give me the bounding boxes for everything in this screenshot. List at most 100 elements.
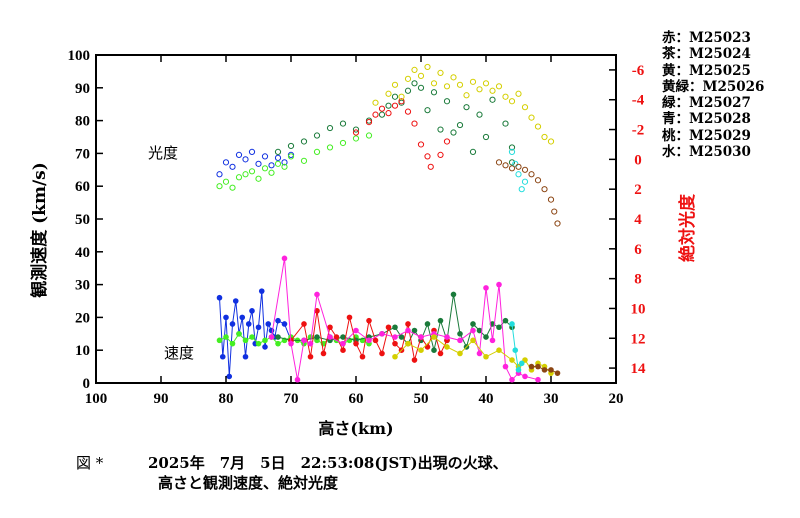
brightness-point-M25027 <box>404 87 412 94</box>
speed-point-M25026 <box>242 337 249 344</box>
speed-point-M25026 <box>275 340 281 347</box>
speed-point-M25027 <box>470 321 476 327</box>
y2-tick-label: 6 <box>634 242 642 258</box>
speed-point-M25025 <box>509 357 515 363</box>
brightness-point-M25023 <box>352 129 360 136</box>
speed-point-M25024 <box>541 367 548 373</box>
speed-point-M25024 <box>548 367 554 373</box>
brightness-point-M25025 <box>463 92 470 99</box>
brightness-point-M25025 <box>385 90 392 97</box>
brightness-point-M25024 <box>554 220 561 227</box>
brightness-point-M25023 <box>411 120 418 127</box>
y2-tick-label: 10 <box>631 301 646 317</box>
y-tick-label: 0 <box>83 376 91 392</box>
brightness-point-M25027 <box>274 148 282 156</box>
brightness-point-M25025 <box>528 114 535 121</box>
brightness-point-M25025 <box>398 93 405 100</box>
y-tick-label: 80 <box>75 114 90 130</box>
x-tick-label: 20 <box>609 391 624 407</box>
speed-point-M25023 <box>405 321 411 327</box>
speed-point-M25029 <box>294 376 301 383</box>
brightness-point-M25024 <box>528 171 535 178</box>
speed-point-M25028 <box>268 327 275 334</box>
brightness-point-M25026 <box>352 135 360 142</box>
speed-point-M25025 <box>392 353 398 360</box>
y2-tick-label: 8 <box>634 272 642 288</box>
speed-point-M25025 <box>470 337 476 344</box>
y2-tick-label: 4 <box>634 212 642 228</box>
brightness-point-M25024 <box>495 159 503 166</box>
speed-line-M25029 <box>271 258 539 381</box>
brightness-point-M25026 <box>268 169 275 176</box>
brightness-point-M25023 <box>443 138 451 145</box>
legend: 赤：M25023 茶：M25024 黄：M25025 黄緑：M25026 緑：M… <box>662 30 764 160</box>
brightness-point-M25024 <box>521 166 529 173</box>
speed-point-M25029 <box>366 337 372 344</box>
brightness-point-M25025 <box>521 104 529 111</box>
brightness-annotation: 光度 <box>148 144 178 162</box>
speed-point-M25029 <box>281 255 288 262</box>
brightness-point-M25026 <box>287 153 295 160</box>
speed-point-M25024 <box>535 363 541 370</box>
brightness-point-M25027 <box>300 138 308 145</box>
speed-point-M25029 <box>509 376 515 383</box>
speed-point-M25023 <box>353 340 359 347</box>
brightness-point-M25027 <box>489 96 496 103</box>
speed-point-M25027 <box>411 327 418 334</box>
speed-point-M25023 <box>333 334 340 340</box>
axes: 100 90 80 70 60 50 40 30 20010203040506070809010… <box>68 48 647 407</box>
x-tick-label: 60 <box>349 391 364 407</box>
speed-point-M25027 <box>496 324 502 331</box>
brightness-point-M25025 <box>437 69 444 76</box>
y-axis-label: 観測速度 (km/s) <box>29 162 50 298</box>
brightness-point-M25028 <box>268 162 275 169</box>
x-tick-label: 100 <box>85 391 108 407</box>
brightness-point-M25023 <box>437 151 444 158</box>
speed-point-M25023 <box>372 337 379 344</box>
brightness-point-M25025 <box>391 81 399 88</box>
speed-point-M25027 <box>450 291 457 298</box>
legend-item: 茶：M25024 <box>662 46 751 63</box>
speed-point-M25023 <box>301 321 307 327</box>
speed-point-M25023 <box>307 353 314 360</box>
brightness-point-M25027 <box>469 148 477 156</box>
brightness-point-M25023 <box>365 118 373 126</box>
brightness-point-M25026 <box>235 174 243 181</box>
brightness-point-M25023 <box>417 141 425 148</box>
brightness-point-M25027 <box>508 144 516 151</box>
legend-item: 青：M25028 <box>662 111 751 128</box>
y-tick-label: 30 <box>75 278 90 294</box>
speed-point-M25029 <box>489 337 496 344</box>
brightness-point-M25027 <box>411 80 418 87</box>
speed-point-M25023 <box>340 347 346 354</box>
caption-date: 2025年 7月 5日 22:53:08(JST)出現の火球、 <box>148 454 508 472</box>
brightness-point-M25026 <box>261 165 269 172</box>
speed-line-M25028 <box>219 291 292 377</box>
brightness-point-M25028 <box>281 159 288 166</box>
speed-point-M25028 <box>226 373 233 380</box>
speed-point-M25028 <box>229 321 236 327</box>
speed-point-M25029 <box>502 363 509 370</box>
brightness-point-M25027 <box>463 104 470 111</box>
speed-point-M25027 <box>424 321 431 327</box>
speed-point-M25027 <box>483 334 489 340</box>
brightness-point-M25028 <box>242 156 249 163</box>
brightness-point-M25025 <box>424 63 431 71</box>
brightness-point-M25026 <box>326 144 334 151</box>
brightness-point-M25027 <box>326 124 334 132</box>
brightness-point-M25023 <box>385 110 392 117</box>
speed-point-M25028 <box>219 353 226 360</box>
x-tick-label: 50 <box>414 391 429 407</box>
speed-point-M25023 <box>385 324 392 331</box>
speed-point-M25029 <box>483 285 489 291</box>
speed-point-M25029 <box>470 327 476 334</box>
legend-item: 赤：M25023 <box>662 30 751 46</box>
legend-item: 桃：M25029 <box>662 127 751 144</box>
brightness-point-M25026 <box>339 139 347 147</box>
speed-point-M25030 <box>515 367 522 373</box>
brightness-point-M25027 <box>476 111 483 118</box>
brightness-point-M25030 <box>515 171 522 178</box>
speed-point-M25026 <box>262 337 268 344</box>
brightness-point-M25024 <box>508 165 516 172</box>
